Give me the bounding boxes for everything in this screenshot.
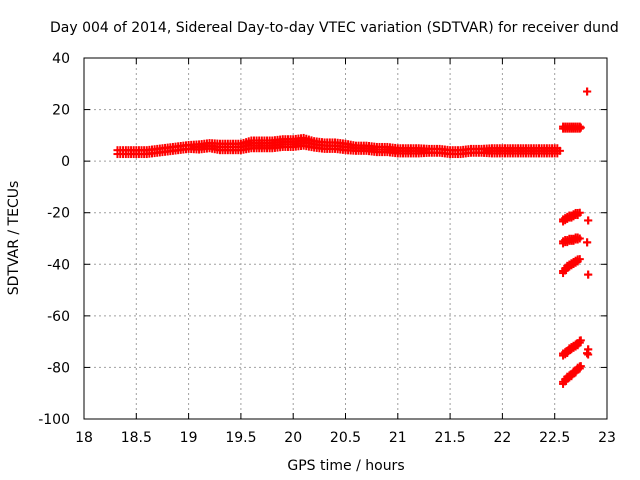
data-point-late-outliers bbox=[584, 350, 593, 359]
y-tick-label: -100 bbox=[38, 412, 70, 428]
y-tick-label: -20 bbox=[47, 206, 70, 222]
x-tick-label: 20 bbox=[284, 430, 302, 446]
y-tick-label: -60 bbox=[47, 309, 70, 325]
x-tick-label: 19.5 bbox=[225, 430, 256, 446]
data-point-group-minus-83 bbox=[576, 362, 585, 371]
x-tick-label: 21 bbox=[389, 430, 407, 446]
data-point-late-outliers bbox=[584, 270, 593, 279]
y-tick-label: 20 bbox=[52, 103, 70, 119]
y-tick-label: 40 bbox=[52, 51, 70, 67]
ticks-layer: 18 18.5 19 19.5 20 20.5 21 21.5 22 22.5 23 -100 -80 -… bbox=[38, 51, 616, 446]
data-point-group-minus-31 bbox=[575, 234, 584, 243]
x-axis-label: GPS time / hours bbox=[287, 458, 404, 474]
x-tick-label: 21.5 bbox=[435, 430, 466, 446]
data-point-group-13 bbox=[575, 124, 584, 133]
x-tick-label: 20.5 bbox=[330, 430, 361, 446]
data-point-group-minus-72 bbox=[576, 336, 585, 345]
data-point-late-outliers bbox=[583, 238, 592, 247]
x-tick-label: 22 bbox=[493, 430, 511, 446]
x-tick-label: 23 bbox=[598, 430, 616, 446]
data-point-group-minus-40 bbox=[575, 255, 584, 264]
x-tick-label: 18 bbox=[75, 430, 93, 446]
data-point-group-minus-22 bbox=[575, 208, 584, 217]
x-tick-label: 22.5 bbox=[539, 430, 570, 446]
data-point-late-outliers bbox=[584, 216, 593, 225]
data-point-late-outliers bbox=[583, 349, 592, 358]
data-point-main-band bbox=[555, 146, 564, 155]
chart-title: Day 004 of 2014, Sidereal Day-to-day VTE… bbox=[50, 20, 619, 36]
data-point-late-outliers bbox=[583, 87, 592, 96]
y-tick-label: 0 bbox=[61, 154, 70, 170]
y-axis-label: SDTVAR / TECUs bbox=[6, 181, 22, 296]
y-tick-label: -40 bbox=[47, 257, 70, 273]
data-point-group-13 bbox=[576, 123, 585, 132]
x-tick-label: 18.5 bbox=[121, 430, 152, 446]
grid-layer bbox=[84, 58, 607, 419]
points-layer bbox=[113, 87, 593, 388]
y-tick-label: -80 bbox=[47, 360, 70, 376]
x-tick-label: 19 bbox=[180, 430, 198, 446]
